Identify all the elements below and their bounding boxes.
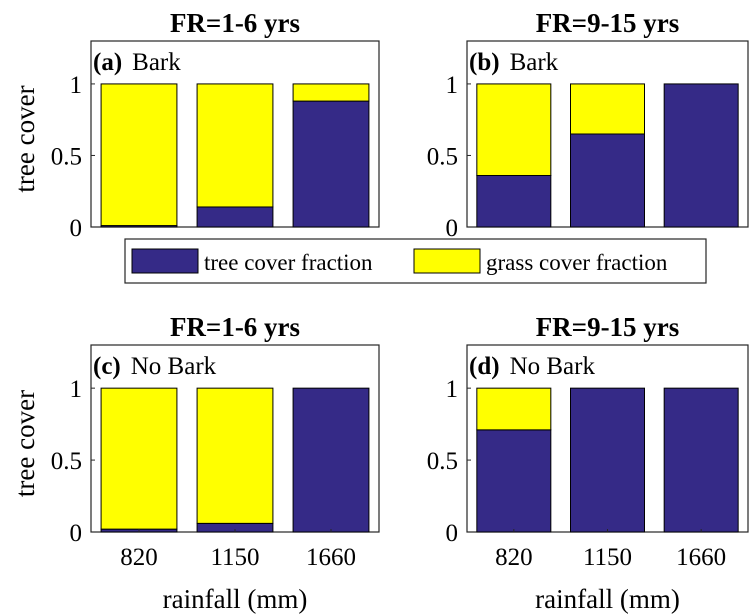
bar-tree-1660	[292, 387, 370, 533]
x-tick-label: 1150	[210, 544, 259, 571]
panel-label: (d) No Bark	[469, 353, 595, 380]
legend: tree cover fraction grass cover fraction	[124, 238, 707, 284]
bar-grass-1660	[292, 83, 370, 102]
panel-title: FR=9-15 yrs	[536, 312, 680, 342]
panel-label: (c) No Bark	[93, 353, 217, 380]
panel-d: 820 1150 1660 0 0.5 1 FR=9-15 yrs (d) No Bark rai…	[427, 312, 749, 614]
bar-grass-820	[476, 83, 552, 176]
panel-tag: (c)	[93, 353, 121, 380]
x-axis-label: rainfall (mm)	[163, 584, 308, 614]
bar-grass-1150	[196, 387, 274, 524]
y-tick-label: 1	[70, 376, 83, 403]
panels: 0 0.5 1 FR=1-6 yrs (a) Bark tree cover 0 0.5 1 FR=…	[10, 8, 749, 614]
y-tick-label: 0	[70, 215, 83, 242]
y-axis-label: tree cover	[10, 85, 40, 192]
x-tick-label: 1660	[676, 544, 726, 571]
y-tick-label: 0.5	[427, 448, 458, 475]
panel-title: FR=1-6 yrs	[170, 312, 300, 342]
y-tick-label: 0	[70, 520, 83, 547]
x-tick-label: 820	[495, 544, 533, 571]
panel-tag: (b)	[469, 49, 500, 76]
panel-name: Bark	[510, 49, 559, 76]
panel-title: FR=9-15 yrs	[536, 8, 680, 38]
bar-grass-820	[100, 83, 178, 227]
y-tick-label: 0.5	[51, 143, 82, 170]
bar-tree-1150	[570, 387, 645, 533]
bar-tree-1150	[570, 133, 645, 228]
panel-tag: (a)	[93, 49, 122, 76]
panel-title: FR=1-6 yrs	[170, 8, 300, 38]
y-tick-label: 0.5	[427, 143, 458, 170]
bar-grass-1150	[196, 83, 274, 208]
y-tick-label: 1	[446, 376, 459, 403]
x-axis-label: rainfall (mm)	[535, 584, 680, 614]
y-tick-label: 0	[446, 520, 459, 547]
x-tick-label: 820	[120, 544, 158, 571]
legend-label-tree: tree cover fraction	[204, 250, 373, 275]
bar-tree-1660	[663, 387, 739, 533]
y-tick-label: 1	[446, 72, 459, 99]
bar-tree-1660	[292, 100, 370, 228]
panel-name: No Bark	[131, 353, 217, 380]
x-tick-label: 1150	[583, 544, 632, 571]
bar-grass-820	[476, 387, 552, 431]
bar-tree-820	[476, 174, 552, 228]
bar-tree-1150	[196, 206, 274, 228]
panel-label: (b) Bark	[469, 49, 559, 76]
panel-tag: (d)	[469, 353, 500, 380]
bar-grass-820	[100, 387, 178, 530]
x-tick-label: 1660	[306, 544, 356, 571]
panel-a: 0 0.5 1 FR=1-6 yrs (a) Bark tree cover	[10, 8, 380, 242]
panel-b: 0 0.5 1 FR=9-15 yrs (b) Bark	[427, 8, 749, 242]
panel-name: No Bark	[510, 353, 596, 380]
panel-c: 820 1150 1660 0 0.5 1 FR=1-6 yrs (c) No Bark tree…	[10, 312, 380, 614]
bar-tree-1660	[663, 83, 739, 228]
y-axis-label: tree cover	[10, 390, 40, 497]
legend-swatch-tree	[131, 248, 199, 274]
y-tick-label: 0.5	[51, 448, 82, 475]
bar-grass-1150	[570, 83, 645, 135]
bar-tree-820	[476, 429, 552, 533]
legend-label-grass: grass cover fraction	[486, 250, 668, 275]
y-tick-label: 1	[70, 72, 83, 99]
panel-label: (a) Bark	[93, 49, 181, 76]
legend-swatch-grass	[413, 248, 481, 274]
panel-name: Bark	[132, 49, 181, 76]
y-tick-label: 0	[446, 215, 459, 242]
